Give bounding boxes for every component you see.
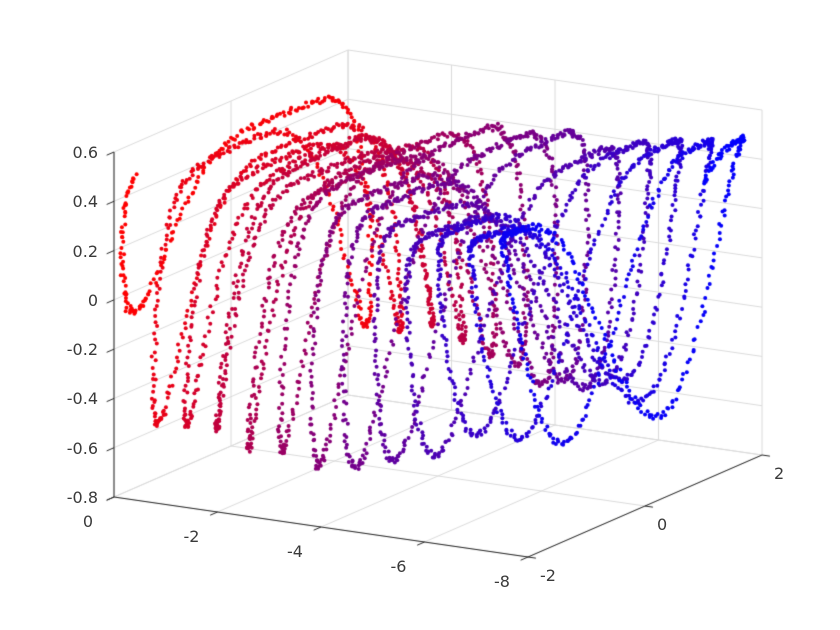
y-axis-tick-label: 0 bbox=[657, 515, 668, 534]
x-axis-tick-label: -4 bbox=[287, 542, 303, 561]
z-axis-tick-label: 0 bbox=[87, 290, 98, 310]
z-axis-tick-label: 0.2 bbox=[72, 241, 98, 261]
y-axis-tick-label: -2 bbox=[540, 566, 556, 585]
z-axis-tick-label: 0.6 bbox=[72, 143, 98, 162]
x-axis-tick-label: -2 bbox=[183, 527, 200, 546]
z-axis-tick-label: 0.4 bbox=[72, 192, 98, 212]
y-axis-tick-label: 2 bbox=[774, 464, 785, 483]
z-axis-tick-label: -0.6 bbox=[66, 438, 98, 458]
x-axis-tick-label: 0 bbox=[82, 512, 94, 531]
x-axis-tick-label: -8 bbox=[494, 572, 510, 591]
z-axis-tick-label: -0.2 bbox=[66, 340, 98, 360]
z-axis-tick-label: -0.8 bbox=[66, 488, 98, 507]
x-axis-tick-label: -6 bbox=[390, 557, 407, 576]
z-axis-tick-label: -0.4 bbox=[66, 389, 98, 409]
